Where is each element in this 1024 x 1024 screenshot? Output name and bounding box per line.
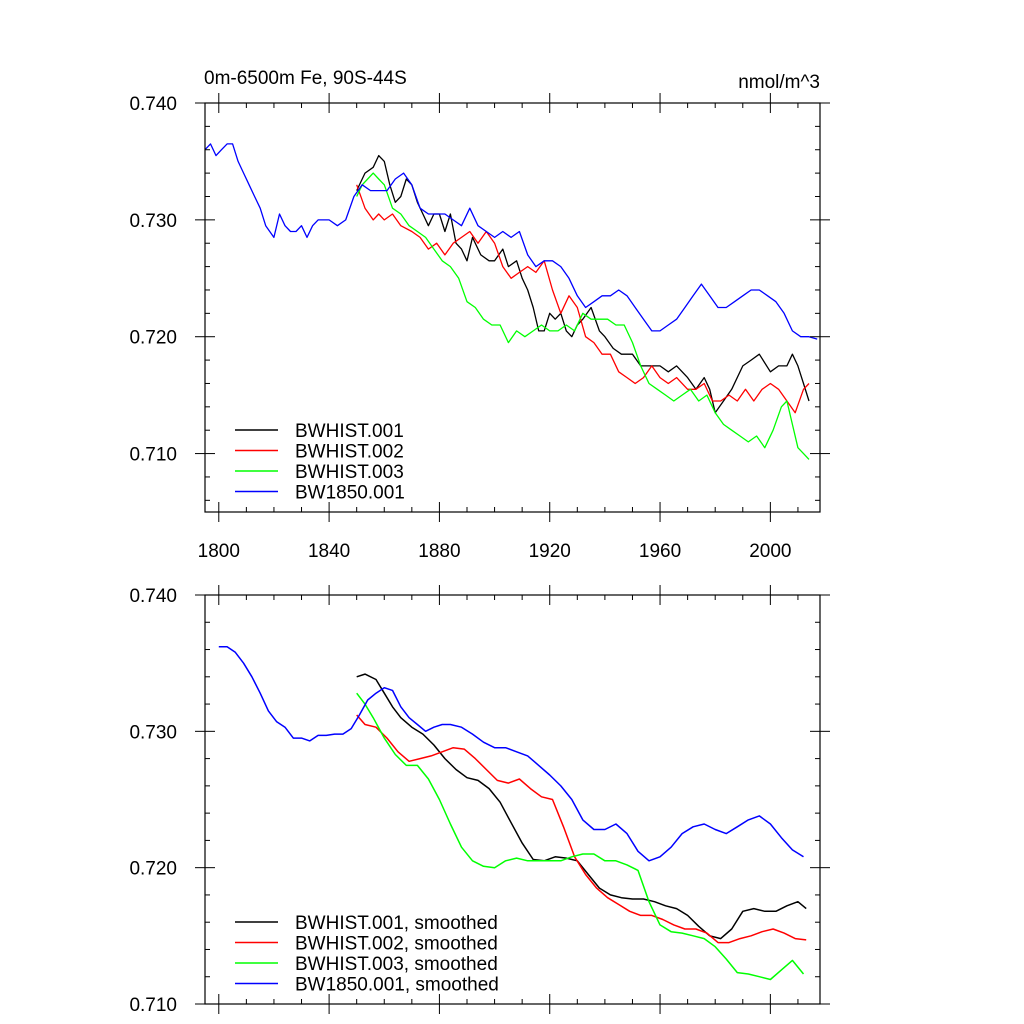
legend-label-4: BW1850.001, smoothed	[295, 975, 499, 996]
y-tick-label: 0.720	[129, 859, 177, 880]
series-line-2	[356, 714, 807, 944]
series-lines	[204, 143, 818, 460]
plot-frame	[204, 102, 821, 513]
legend-label-4: BW1850.001	[295, 483, 405, 504]
series-line-2	[356, 184, 810, 414]
series-line-4	[218, 646, 804, 862]
y-tick-label: 0.710	[129, 445, 177, 466]
x-tick-label: 1960	[639, 541, 681, 562]
y-tick-label: 0.740	[129, 94, 177, 115]
series-line-3	[356, 692, 805, 981]
legend-label-1: BWHIST.001	[295, 421, 404, 442]
y-tick-label: 0.730	[129, 211, 177, 232]
x-tick-label: 2000	[749, 541, 791, 562]
chart-panel-smoothed: 0.740 0.730 0.720 0.710 BWHIST.001, smoothe…	[129, 585, 830, 1016]
y-tick-label: 0.730	[129, 722, 177, 743]
x-tick-label: 1920	[529, 541, 571, 562]
series-line-4	[204, 143, 818, 340]
series-line-3	[356, 172, 810, 460]
x-tick-label: 1880	[418, 541, 460, 562]
plot-frame	[204, 594, 821, 1005]
chart-panel-raw: 0m-6500m Fe, 90S-44S nmol/m^3 1800 1840 18…	[129, 68, 830, 562]
x-tick-label: 1840	[308, 541, 350, 562]
chart-units: nmol/m^3	[738, 72, 820, 93]
chart-title-left: 0m-6500m Fe, 90S-44S	[204, 68, 407, 89]
series-line-1	[356, 154, 810, 414]
legend-label-2: BWHIST.002	[295, 442, 404, 463]
series-lines	[218, 646, 807, 981]
legend-label-1: BWHIST.001, smoothed	[295, 913, 498, 934]
axes: 0.740 0.730 0.720 0.710	[129, 585, 830, 1016]
legend-label-2: BWHIST.002, smoothed	[295, 934, 498, 955]
axes: 1800 1840 1880 1920 1960 2000 0.740 0.730 0.720 0…	[129, 93, 830, 562]
y-tick-label: 0.710	[129, 995, 177, 1016]
y-tick-label: 0.720	[129, 328, 177, 349]
y-tick-label: 0.740	[129, 586, 177, 607]
x-tick-label: 1800	[198, 541, 240, 562]
legend-label-3: BWHIST.003	[295, 462, 404, 483]
legend-label-3: BWHIST.003, smoothed	[295, 954, 498, 975]
